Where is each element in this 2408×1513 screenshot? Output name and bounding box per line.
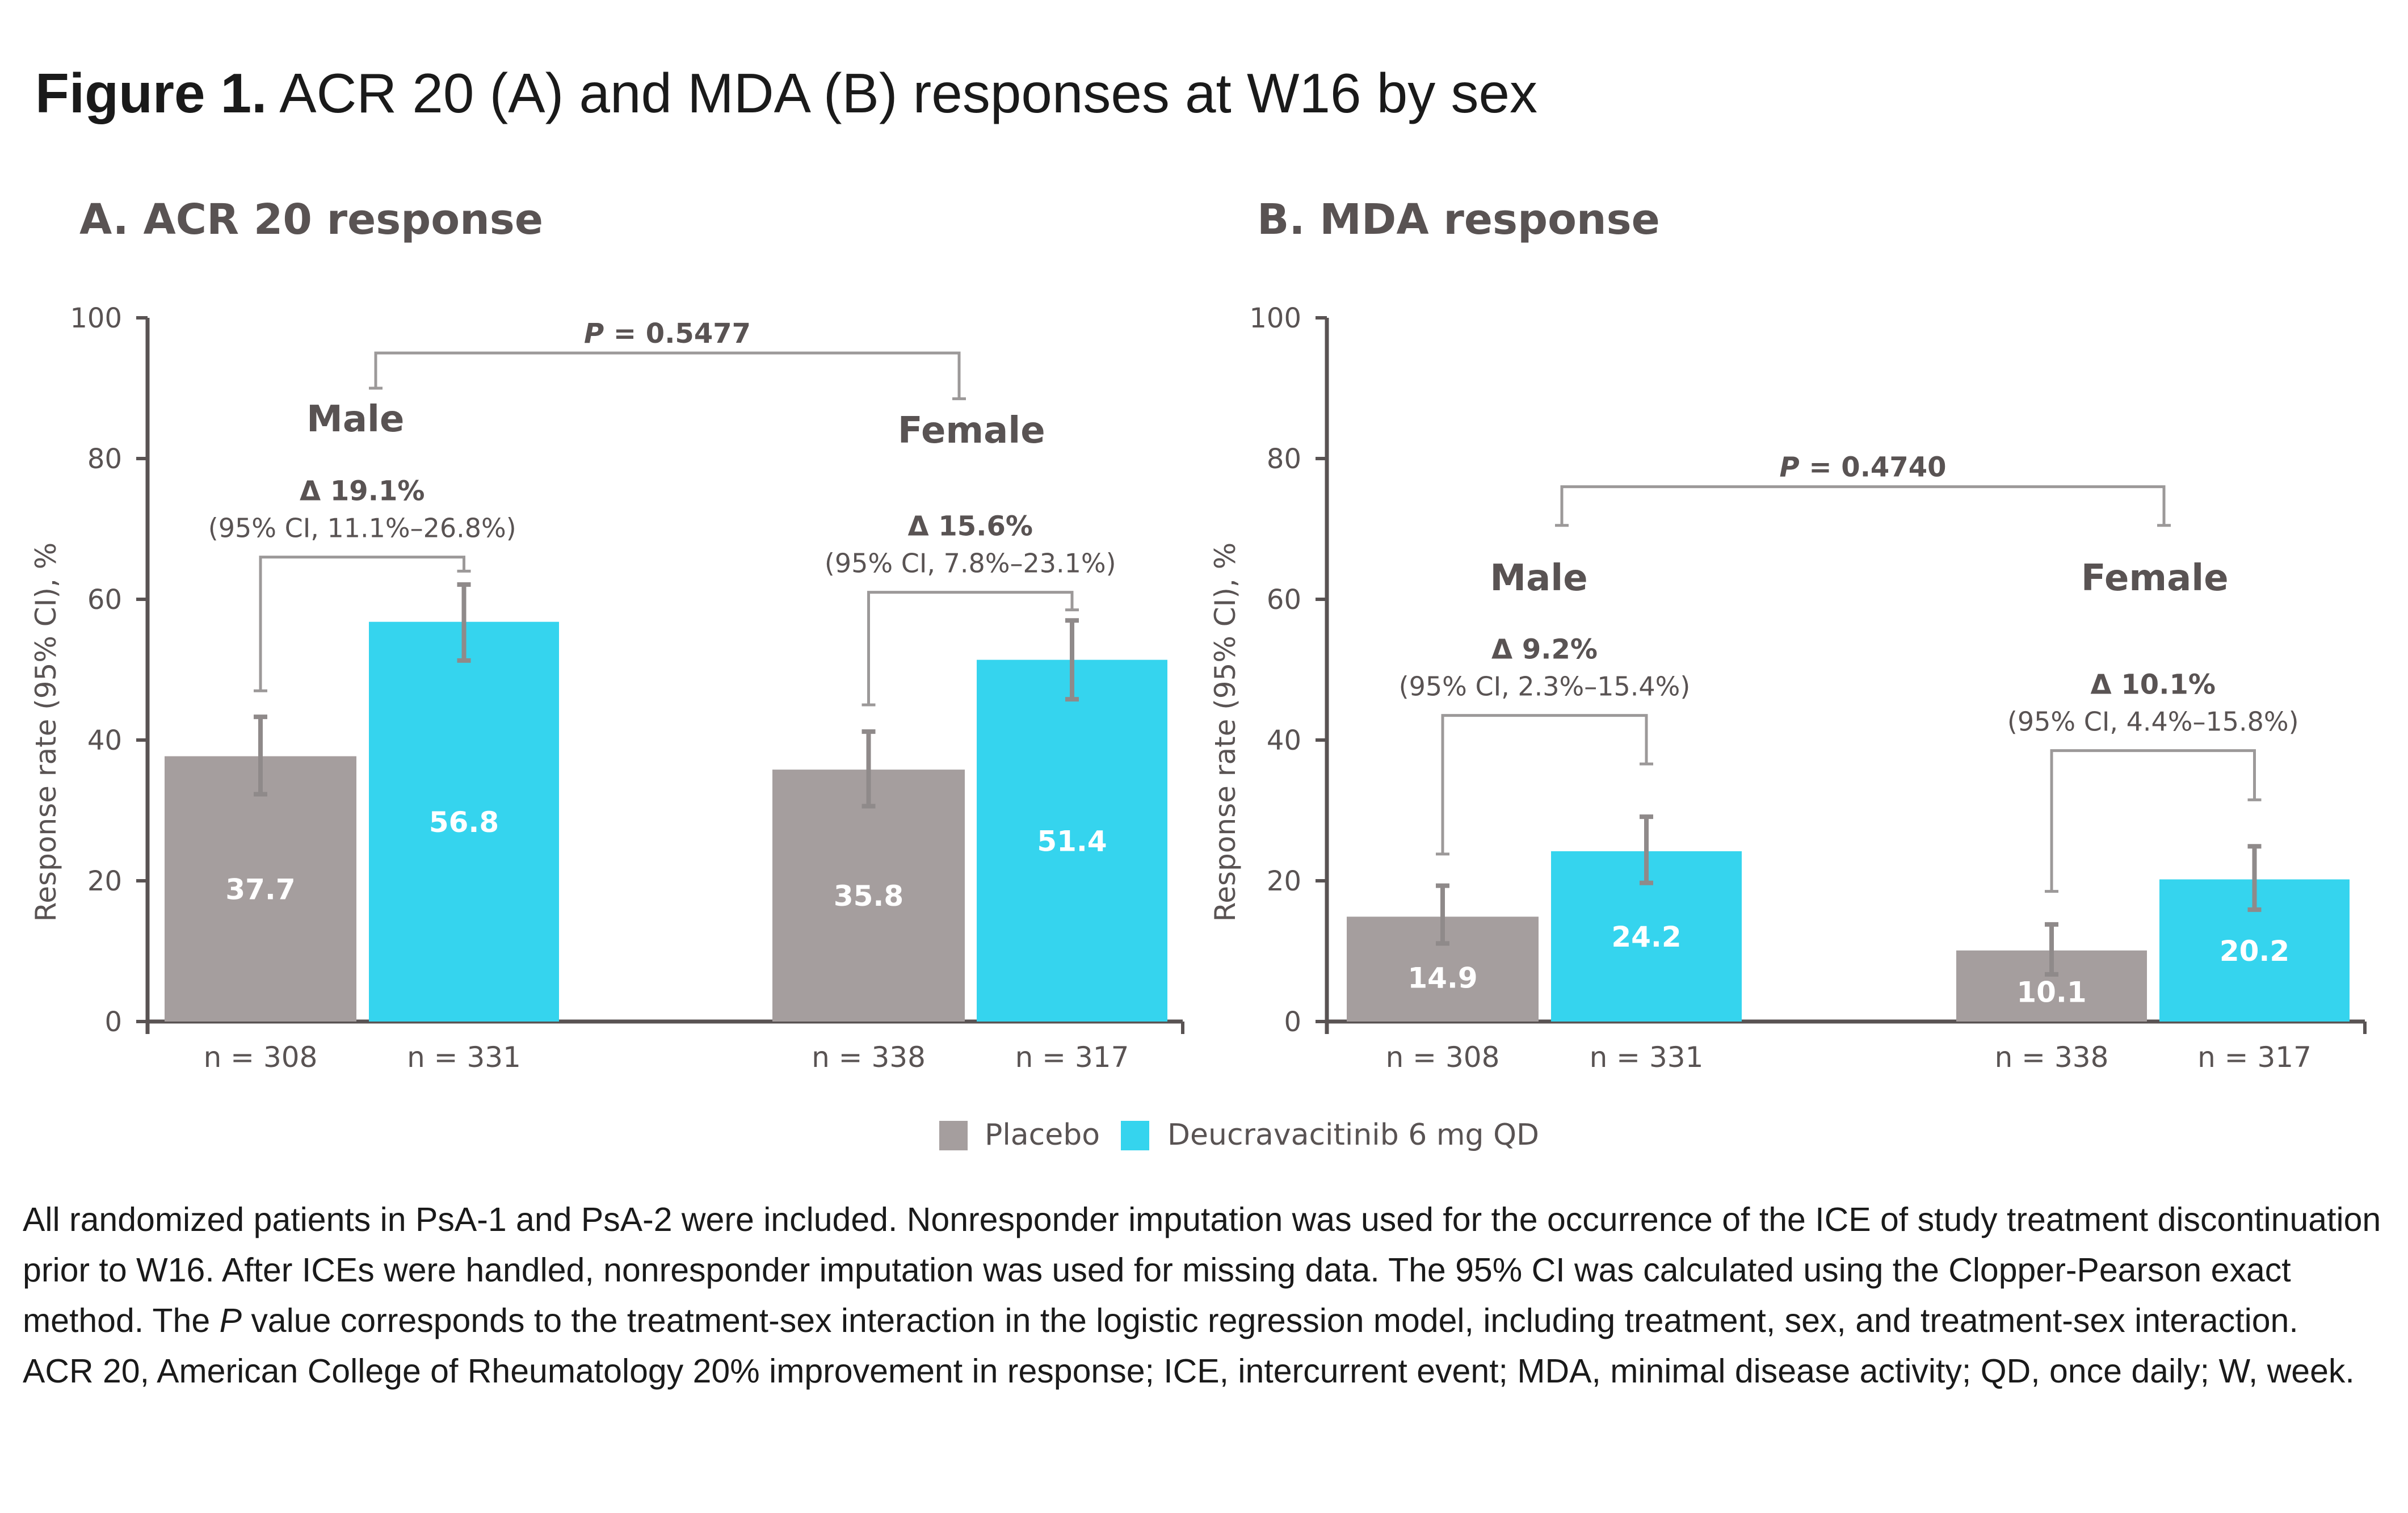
footnote-methods: All randomized patients in PsA-1 and PsA… [23, 1201, 2381, 1339]
panel-a-p-value-label: P = 0.5477 [584, 318, 751, 350]
panel-a-ci-label: (95% CI, 11.1%–26.8%) [208, 513, 516, 544]
panel-a-title: A. ACR 20 response [79, 195, 543, 244]
panel-a-group-label-female: Female [898, 410, 1045, 452]
panel-a-delta-label: Δ 19.1% [300, 476, 425, 507]
legend-label-deucravacitinib: Deucravacitinib 6 mg QD [1167, 1118, 1539, 1152]
panel-a-n-label: n = 331 [407, 1041, 521, 1074]
panel-b-ci-label: (95% CI, 2.3%–15.4%) [1399, 671, 1691, 702]
panel-a-y-tick-label: 0 [104, 1006, 122, 1038]
panel-a-ci-label: (95% CI, 7.8%–23.1%) [825, 548, 1116, 579]
panel-a-p-value-symbol: P [584, 318, 604, 350]
panel-b-p-value-label: P = 0.4740 [1779, 452, 1946, 484]
panel-b-n-label: n = 308 [1386, 1041, 1500, 1074]
panel-b-p-value-bracket [1560, 485, 2166, 526]
panel-a-delta-bracket [867, 591, 1074, 705]
panel-a-p-value-text: = 0.5477 [604, 318, 751, 350]
figure-title-text: ACR 20 (A) and MDA (B) responses at W16 … [279, 62, 1537, 124]
panel-b-y-axis-title: Response rate (95% CI), % [1209, 543, 1242, 922]
panel-b-ci-label: (95% CI, 4.4%–15.8%) [2007, 707, 2299, 737]
panel-a-bar [772, 770, 965, 1022]
panel-b-delta-bracket [2050, 749, 2256, 892]
panel-a-y-tick-label: 40 [87, 725, 122, 756]
panel-b-n-label: n = 331 [1590, 1041, 1704, 1074]
panel-b-p-value-symbol: P [1779, 452, 1799, 484]
legend-swatch-placebo [939, 1121, 968, 1150]
panel-a-bar [369, 621, 559, 1022]
panel-a-y-tick-label: 100 [70, 302, 122, 334]
panel-b-y-tick-label: 60 [1267, 584, 1301, 616]
panel-a-p-value-bracket [374, 351, 961, 399]
panel-a-y-axis-title: Response rate (95% CI), % [30, 543, 62, 922]
panel-a-delta-bracket [259, 556, 465, 691]
panel-a-bar [977, 659, 1167, 1022]
panel-b-bar-value-label: 24.2 [1611, 921, 1681, 953]
panel-b-n-label: n = 338 [1995, 1041, 2109, 1074]
panel-a-y-tick-label: 60 [87, 584, 122, 616]
panel-a-delta-label: Δ 15.6% [908, 511, 1033, 543]
footnote: All randomized patients in PsA-1 and PsA… [23, 1195, 2395, 1397]
panel-a-bar-value-label: 51.4 [1037, 825, 1107, 858]
panel-a-n-label: n = 308 [204, 1041, 318, 1074]
panel-b-delta-bracket [1441, 714, 1648, 854]
panel-b-y-tick-label: 0 [1284, 1006, 1301, 1038]
figure-label: Figure 1. [35, 62, 267, 124]
legend-swatch-deucravacitinib [1121, 1121, 1149, 1150]
panel-a-bar [165, 756, 356, 1022]
panel-a-bar-value-label: 35.8 [834, 880, 903, 913]
panel-b-n-label: n = 317 [2197, 1041, 2312, 1074]
footnote-abbreviations: ACR 20, American College of Rheumatology… [23, 1352, 2355, 1390]
panel-b-delta-label: Δ 10.1% [2091, 669, 2216, 701]
panel-a-group-label-male: Male [306, 398, 404, 440]
panel-b-bar-value-label: 10.1 [2016, 976, 2086, 1008]
panel-b-delta-label: Δ 9.2% [1491, 634, 1598, 666]
panel-a-bar-value-label: 56.8 [429, 806, 499, 839]
panel-b-y-tick-label: 40 [1267, 725, 1301, 756]
legend-label-placebo: Placebo [985, 1118, 1100, 1152]
panel-b-y-tick-label: 80 [1267, 443, 1301, 475]
panel-a-bar-value-label: 37.7 [225, 873, 295, 906]
panel-b-group-label-female: Female [2081, 557, 2229, 599]
panel-b-y-tick-label: 100 [1249, 302, 1301, 334]
panel-a-n-label: n = 317 [1015, 1041, 1129, 1074]
panel-b-p-value-text: = 0.4740 [1800, 452, 1947, 484]
panel-b-bar-value-label: 20.2 [2220, 935, 2289, 968]
panel-b-y-tick-label: 20 [1267, 865, 1301, 897]
panel-b-title: B. MDA response [1257, 195, 1660, 244]
panel-a-y-tick-label: 20 [87, 865, 122, 897]
panel-b-bar-value-label: 14.9 [1407, 961, 1477, 994]
panel-b-group-label-male: Male [1490, 557, 1587, 599]
panel-a-y-tick-label: 80 [87, 443, 122, 475]
figure-title: Figure 1. ACR 20 (A) and MDA (B) respons… [35, 61, 1537, 125]
panel-a-n-label: n = 338 [812, 1041, 926, 1074]
